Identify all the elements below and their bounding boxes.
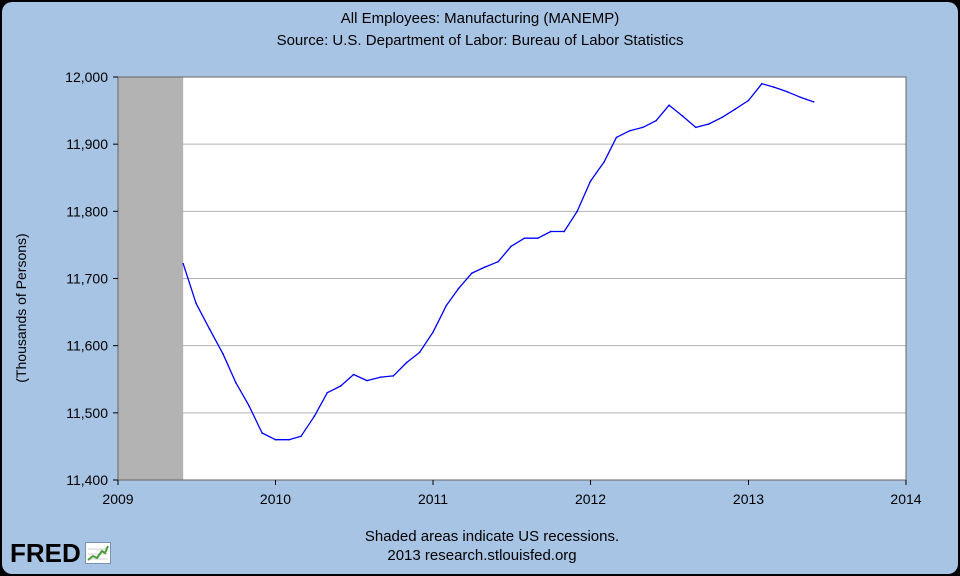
- data-point: [326, 391, 329, 394]
- data-point: [445, 304, 448, 307]
- data-point: [721, 116, 723, 119]
- fred-logo-text: FRED: [10, 538, 81, 568]
- x-tick-label: 2009: [102, 491, 133, 507]
- y-tick-label: 12,000: [65, 69, 108, 85]
- data-point: [457, 287, 460, 290]
- data-point: [248, 405, 250, 407]
- data-point: [550, 230, 552, 233]
- data-point: [563, 230, 566, 233]
- y-tick-label: 11,500: [66, 405, 108, 421]
- data-point: [629, 129, 631, 132]
- fred-logo: FRED: [10, 538, 111, 568]
- data-point: [352, 373, 355, 376]
- data-point: [261, 432, 263, 434]
- data-point: [392, 375, 395, 377]
- x-tick-label: 2010: [260, 491, 291, 507]
- data-point: [523, 237, 526, 239]
- data-point: [288, 438, 290, 441]
- data-point: [655, 119, 657, 122]
- data-point: [812, 101, 815, 103]
- data-point: [405, 361, 408, 364]
- data-point: [195, 302, 197, 305]
- y-tick-label: 11,600: [66, 338, 108, 354]
- data-point: [510, 245, 512, 248]
- y-tick-label: 11,900: [66, 136, 108, 152]
- data-point: [603, 161, 605, 164]
- line-chart-icon: [84, 542, 111, 564]
- data-point: [497, 260, 499, 263]
- data-point: [589, 180, 592, 182]
- data-point: [366, 379, 368, 382]
- data-point: [786, 90, 789, 93]
- data-point: [761, 82, 763, 85]
- chart-subtitle: Source: U.S. Department of Labor: Bureau…: [277, 32, 684, 49]
- source-credit: 2013 research.stlouisfed.org: [387, 547, 576, 564]
- data-point: [615, 136, 618, 139]
- y-tick-label: 11,700: [66, 271, 108, 287]
- data-point: [182, 262, 184, 265]
- x-tick-label: 2012: [575, 491, 606, 507]
- data-point: [222, 352, 224, 355]
- data-point: [799, 96, 802, 98]
- x-tick-label: 2011: [418, 491, 448, 507]
- data-point: [747, 99, 750, 102]
- x-tick-label: 2013: [733, 491, 764, 507]
- data-point: [471, 272, 473, 274]
- data-point: [484, 266, 486, 268]
- data-point: [668, 104, 670, 107]
- data-point: [695, 126, 697, 129]
- data-point: [641, 126, 644, 129]
- data-point: [274, 438, 277, 441]
- x-tick-label: 2014: [890, 491, 921, 507]
- data-point: [432, 331, 434, 334]
- recession-note: Shaded areas indicate US recessions.: [365, 528, 619, 545]
- chart-title: All Employees: Manufacturing (MANEMP): [341, 10, 619, 27]
- y-axis-label: (Thousands of Persons): [13, 233, 29, 382]
- data-point: [576, 210, 578, 213]
- data-point: [313, 415, 316, 417]
- data-point: [734, 108, 736, 111]
- data-point: [537, 237, 539, 239]
- y-tick-label: 11,400: [66, 472, 108, 488]
- data-point: [773, 86, 775, 88]
- data-point: [707, 123, 710, 125]
- data-point: [681, 115, 684, 117]
- data-point: [235, 381, 237, 384]
- data-point: [300, 435, 302, 438]
- data-point: [339, 385, 342, 387]
- data-point: [379, 376, 382, 379]
- data-point: [418, 351, 421, 354]
- data-point: [208, 328, 211, 330]
- y-tick-label: 11,800: [66, 203, 108, 219]
